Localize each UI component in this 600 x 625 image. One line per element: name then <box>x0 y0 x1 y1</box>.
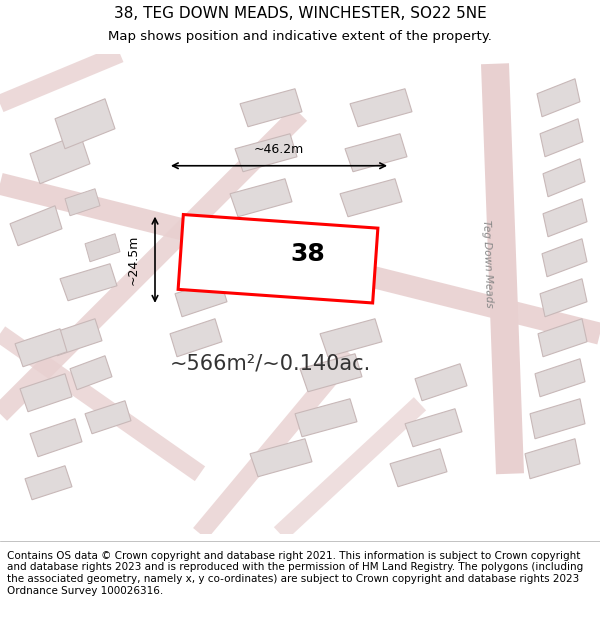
Polygon shape <box>525 439 580 479</box>
Polygon shape <box>85 401 131 434</box>
Text: 38, TEG DOWN MEADS, WINCHESTER, SO22 5NE: 38, TEG DOWN MEADS, WINCHESTER, SO22 5NE <box>113 6 487 21</box>
Polygon shape <box>193 348 357 539</box>
Polygon shape <box>340 179 402 217</box>
Polygon shape <box>0 173 600 344</box>
Polygon shape <box>178 214 378 303</box>
Polygon shape <box>55 99 115 149</box>
Polygon shape <box>481 63 524 474</box>
Polygon shape <box>85 234 120 262</box>
Polygon shape <box>345 134 407 172</box>
Polygon shape <box>50 319 102 356</box>
Polygon shape <box>230 179 292 217</box>
Polygon shape <box>543 159 585 197</box>
Polygon shape <box>350 89 412 127</box>
Polygon shape <box>540 119 583 157</box>
Polygon shape <box>235 134 297 172</box>
Polygon shape <box>295 399 357 437</box>
Polygon shape <box>535 359 585 397</box>
Polygon shape <box>530 399 585 439</box>
Text: ~46.2m: ~46.2m <box>254 143 304 156</box>
Text: ~24.5m: ~24.5m <box>127 234 139 285</box>
Text: Teg Down Meads: Teg Down Meads <box>481 219 494 308</box>
Polygon shape <box>274 397 426 541</box>
Polygon shape <box>10 206 62 246</box>
Polygon shape <box>170 319 222 357</box>
Polygon shape <box>70 356 112 390</box>
Polygon shape <box>240 89 302 127</box>
Polygon shape <box>538 319 587 357</box>
Text: 38: 38 <box>290 242 325 266</box>
Polygon shape <box>60 264 117 301</box>
Polygon shape <box>175 279 227 317</box>
Text: Map shows position and indicative extent of the property.: Map shows position and indicative extent… <box>108 30 492 43</box>
Polygon shape <box>20 374 72 412</box>
Polygon shape <box>65 189 100 216</box>
Text: Contains OS data © Crown copyright and database right 2021. This information is : Contains OS data © Crown copyright and d… <box>7 551 583 596</box>
Polygon shape <box>300 354 362 392</box>
Polygon shape <box>537 79 580 117</box>
Text: ~566m²/~0.140ac.: ~566m²/~0.140ac. <box>169 354 371 374</box>
Polygon shape <box>415 364 467 401</box>
Polygon shape <box>30 419 82 457</box>
Polygon shape <box>390 449 447 487</box>
Polygon shape <box>30 134 90 184</box>
Polygon shape <box>25 466 72 500</box>
Polygon shape <box>0 326 205 481</box>
Polygon shape <box>543 199 587 237</box>
Polygon shape <box>540 279 587 317</box>
Polygon shape <box>405 409 462 447</box>
Polygon shape <box>15 329 67 367</box>
Polygon shape <box>542 239 587 277</box>
Polygon shape <box>250 439 312 477</box>
Polygon shape <box>0 107 307 421</box>
Polygon shape <box>320 319 382 357</box>
Polygon shape <box>0 46 124 112</box>
